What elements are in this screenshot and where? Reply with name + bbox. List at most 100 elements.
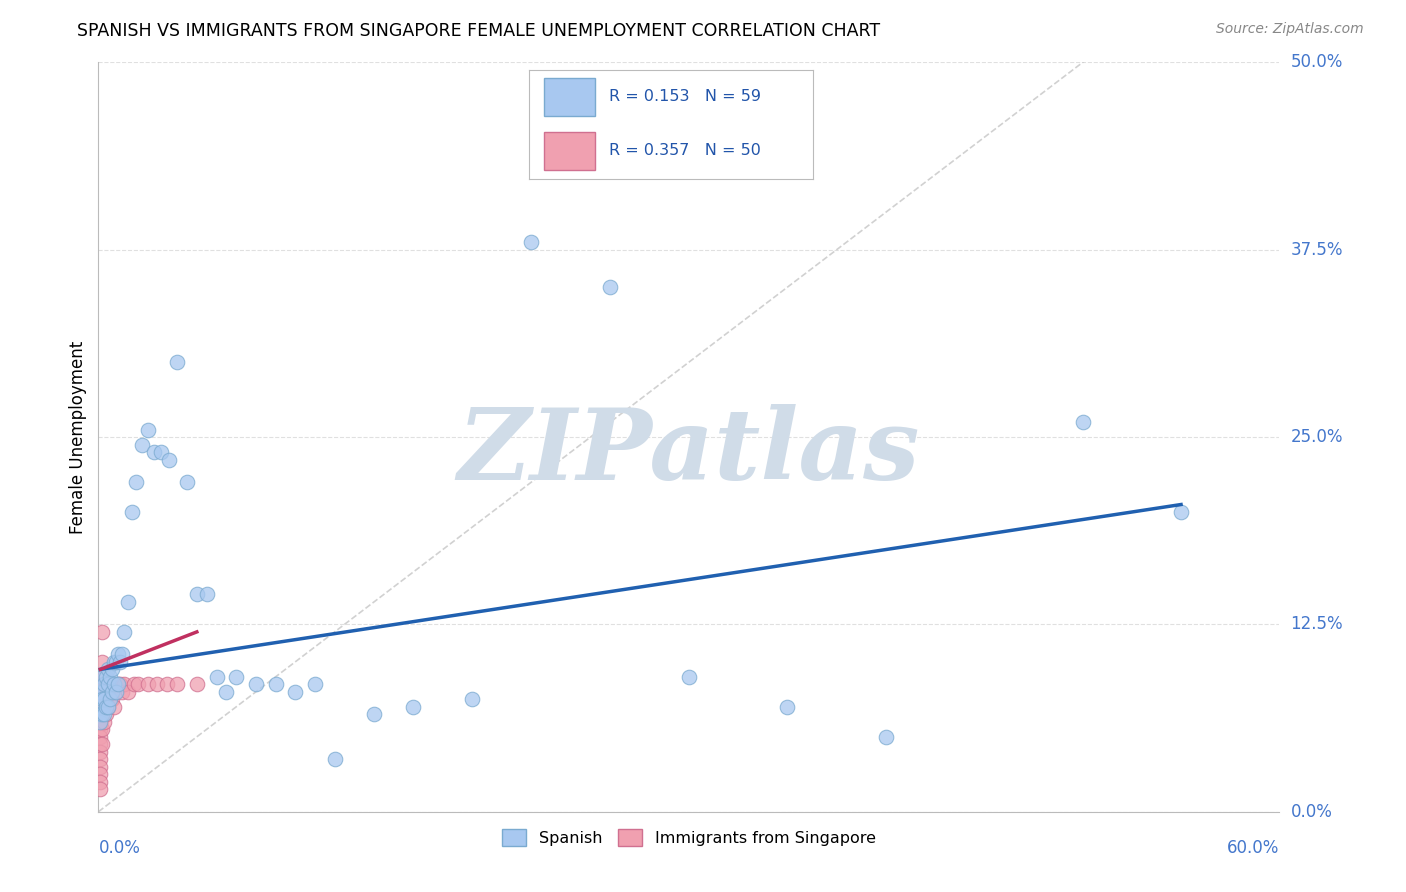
Text: 37.5%: 37.5% — [1291, 241, 1343, 259]
Point — [101, 692, 124, 706]
Point — [98, 692, 121, 706]
Point — [98, 670, 121, 684]
Point — [108, 677, 131, 691]
Point — [103, 699, 125, 714]
Text: ZIPatlas: ZIPatlas — [458, 404, 920, 500]
Point — [117, 595, 139, 609]
Point — [89, 692, 111, 706]
Point — [112, 677, 135, 691]
Point — [103, 677, 125, 691]
Point — [186, 677, 208, 691]
Text: 25.0%: 25.0% — [1291, 428, 1343, 446]
Point — [245, 677, 267, 691]
Text: SPANISH VS IMMIGRANTS FROM SINGAPORE FEMALE UNEMPLOYMENT CORRELATION CHART: SPANISH VS IMMIGRANTS FROM SINGAPORE FEM… — [77, 22, 880, 40]
Point — [157, 452, 180, 467]
Point — [89, 685, 111, 699]
Point — [156, 677, 179, 691]
Point — [195, 587, 218, 601]
Text: 12.5%: 12.5% — [1291, 615, 1343, 633]
Point — [91, 737, 114, 751]
Point — [93, 714, 115, 729]
Point — [131, 437, 153, 451]
Point — [91, 685, 114, 699]
Point — [98, 692, 121, 706]
Point — [125, 475, 148, 489]
Point — [89, 707, 111, 722]
Point — [91, 677, 114, 691]
Point — [93, 670, 115, 684]
Point — [89, 767, 111, 781]
Point — [112, 624, 135, 639]
Point — [89, 707, 111, 722]
Point — [96, 707, 118, 722]
Text: 0.0%: 0.0% — [98, 839, 141, 857]
Point — [103, 677, 125, 691]
Point — [91, 723, 114, 737]
Point — [127, 677, 149, 691]
Point — [166, 677, 188, 691]
Point — [323, 752, 346, 766]
Point — [97, 685, 120, 699]
Point — [89, 699, 111, 714]
Text: 60.0%: 60.0% — [1227, 839, 1279, 857]
Point — [89, 714, 111, 729]
Point — [89, 714, 111, 729]
Text: 0.0%: 0.0% — [1291, 803, 1333, 821]
Point — [111, 648, 134, 662]
Point — [93, 699, 115, 714]
Point — [599, 280, 621, 294]
Point — [89, 699, 111, 714]
Point — [97, 699, 120, 714]
Point — [105, 655, 128, 669]
Point — [225, 670, 247, 684]
Point — [93, 685, 115, 699]
Point — [215, 685, 238, 699]
Point — [91, 707, 114, 722]
Point — [89, 782, 111, 797]
Point — [264, 677, 287, 691]
Point — [91, 670, 114, 684]
Point — [89, 774, 111, 789]
Point — [142, 445, 165, 459]
Point — [146, 677, 169, 691]
Legend: Spanish, Immigrants from Singapore: Spanish, Immigrants from Singapore — [495, 823, 883, 853]
Point — [105, 685, 128, 699]
Point — [89, 730, 111, 744]
Point — [284, 685, 307, 699]
Point — [91, 655, 114, 669]
Point — [97, 699, 120, 714]
Point — [89, 760, 111, 774]
Point — [96, 670, 118, 684]
Point — [93, 677, 115, 691]
Point — [107, 677, 129, 691]
Point — [117, 685, 139, 699]
Point — [89, 745, 111, 759]
Point — [93, 707, 115, 722]
Point — [96, 692, 118, 706]
Point — [91, 707, 114, 722]
Point — [91, 624, 114, 639]
Point — [98, 677, 121, 691]
Point — [108, 655, 131, 669]
Point — [461, 692, 484, 706]
Point — [101, 677, 124, 691]
Point — [89, 685, 111, 699]
Point — [205, 670, 228, 684]
Point — [97, 677, 120, 691]
Point — [89, 737, 111, 751]
Text: Source: ZipAtlas.com: Source: ZipAtlas.com — [1216, 22, 1364, 37]
Point — [89, 752, 111, 766]
Point — [111, 685, 134, 699]
Point — [1170, 505, 1192, 519]
Point — [89, 714, 111, 729]
Point — [122, 677, 145, 691]
Point — [875, 730, 897, 744]
Point — [91, 692, 114, 706]
Y-axis label: Female Unemployment: Female Unemployment — [69, 341, 87, 533]
Point — [186, 587, 208, 601]
Point — [107, 677, 129, 691]
Point — [166, 355, 188, 369]
Point — [402, 699, 425, 714]
Point — [91, 692, 114, 706]
Point — [136, 677, 159, 691]
